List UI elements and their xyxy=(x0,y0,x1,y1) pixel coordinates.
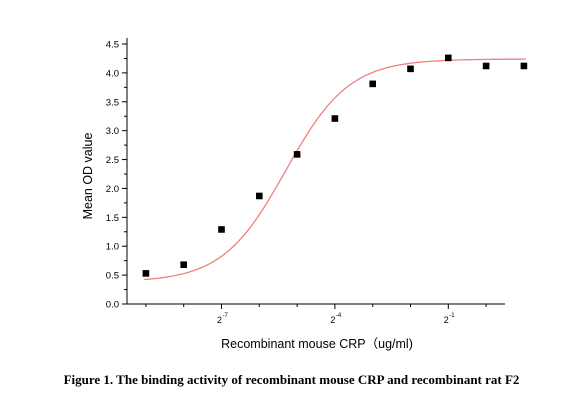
data-point xyxy=(445,54,452,62)
binding-activity-chart: 0.00.51.01.52.02.53.03.54.04.52 -7 2 -4 2 -1 … xyxy=(81,38,528,351)
data-point xyxy=(520,62,528,70)
x-tick-label-base: 2 xyxy=(444,315,449,325)
x-tick-label-base: 2 xyxy=(217,315,222,325)
x-tick-label-exponent: -1 xyxy=(449,313,455,319)
data-points-layer xyxy=(142,54,528,277)
data-point xyxy=(256,192,263,200)
y-tick-label: 4.0 xyxy=(106,68,119,79)
y-tick-label: 2.0 xyxy=(106,184,119,195)
data-point xyxy=(482,62,490,70)
data-point xyxy=(142,270,150,277)
data-point xyxy=(293,151,301,158)
axes-layer: 0.00.51.01.52.02.53.03.54.04.52 -7 2 -4 2 -1 xyxy=(106,38,505,325)
data-point xyxy=(331,115,339,122)
y-tick-label: 4.5 xyxy=(106,40,119,51)
data-point xyxy=(407,65,414,73)
x-tick-label-exponent: -7 xyxy=(223,313,229,319)
y-tick-label: 2.5 xyxy=(106,155,119,166)
figure-caption: Figure 1. The binding activity of recomb… xyxy=(63,372,520,387)
data-point xyxy=(218,226,225,233)
y-axis-label: Mean OD value xyxy=(81,133,95,220)
y-tick-label: 3.5 xyxy=(106,97,119,108)
fit-curve xyxy=(143,58,526,281)
data-point xyxy=(180,261,187,269)
y-tick-label: 3.0 xyxy=(106,126,119,137)
x-axis-label: Recombinant mouse CRP（ug/ml) xyxy=(221,337,413,351)
data-point xyxy=(369,80,376,88)
x-tick-label-base: 2 xyxy=(330,315,335,325)
x-tick-label-exponent: -4 xyxy=(336,313,342,319)
y-tick-label: 1.5 xyxy=(106,213,119,224)
fit-curve-layer xyxy=(143,58,526,281)
y-tick-label: 1.0 xyxy=(106,242,119,253)
y-tick-label: 0.0 xyxy=(106,300,119,311)
y-tick-label: 0.5 xyxy=(106,271,119,282)
